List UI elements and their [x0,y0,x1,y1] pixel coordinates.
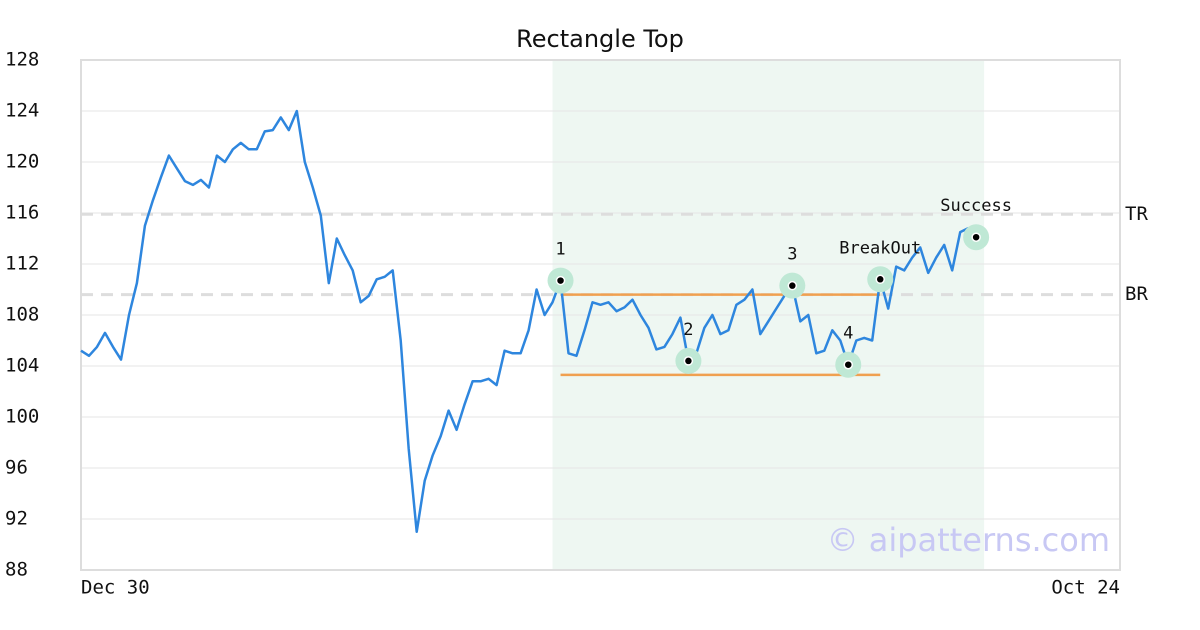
pattern-point [787,280,798,291]
y-tick-label: 124 [5,100,39,122]
plot-frame [80,59,1121,571]
y-tick-label: 108 [5,304,39,326]
y-tick-label: 96 [5,457,28,479]
y-tick-label: 116 [5,202,39,224]
pattern-point-label: BreakOut [839,238,921,258]
y-tick-label: 112 [5,253,39,275]
pattern-point [875,274,885,285]
pattern-point-label: 4 [843,324,853,344]
y-tick-label: 92 [5,508,28,530]
pattern-point [555,275,566,286]
reference-label: TR [1125,203,1148,225]
pattern-point-label: 2 [683,320,693,340]
price-line [80,109,985,534]
x-tick-label: Oct 24 [1051,577,1120,599]
pattern-point-label: 1 [555,240,565,260]
x-tick-label: Dec 30 [81,577,150,599]
pattern-point-label: Success [940,196,1012,216]
y-tick-label: 88 [5,559,28,581]
reference-label: BR [1125,283,1148,305]
y-tick-label: 100 [5,406,39,428]
y-tick-label: 120 [5,151,39,173]
watermark: © aipatterns.com [827,521,1110,559]
pattern-point-label: 3 [787,245,797,265]
pattern-point [683,356,694,366]
y-tick-label: 104 [5,355,39,377]
pattern-point [843,359,854,370]
chart-title: Rectangle Top [516,25,684,53]
pattern-point [971,232,981,242]
y-tick-label: 128 [5,49,39,71]
